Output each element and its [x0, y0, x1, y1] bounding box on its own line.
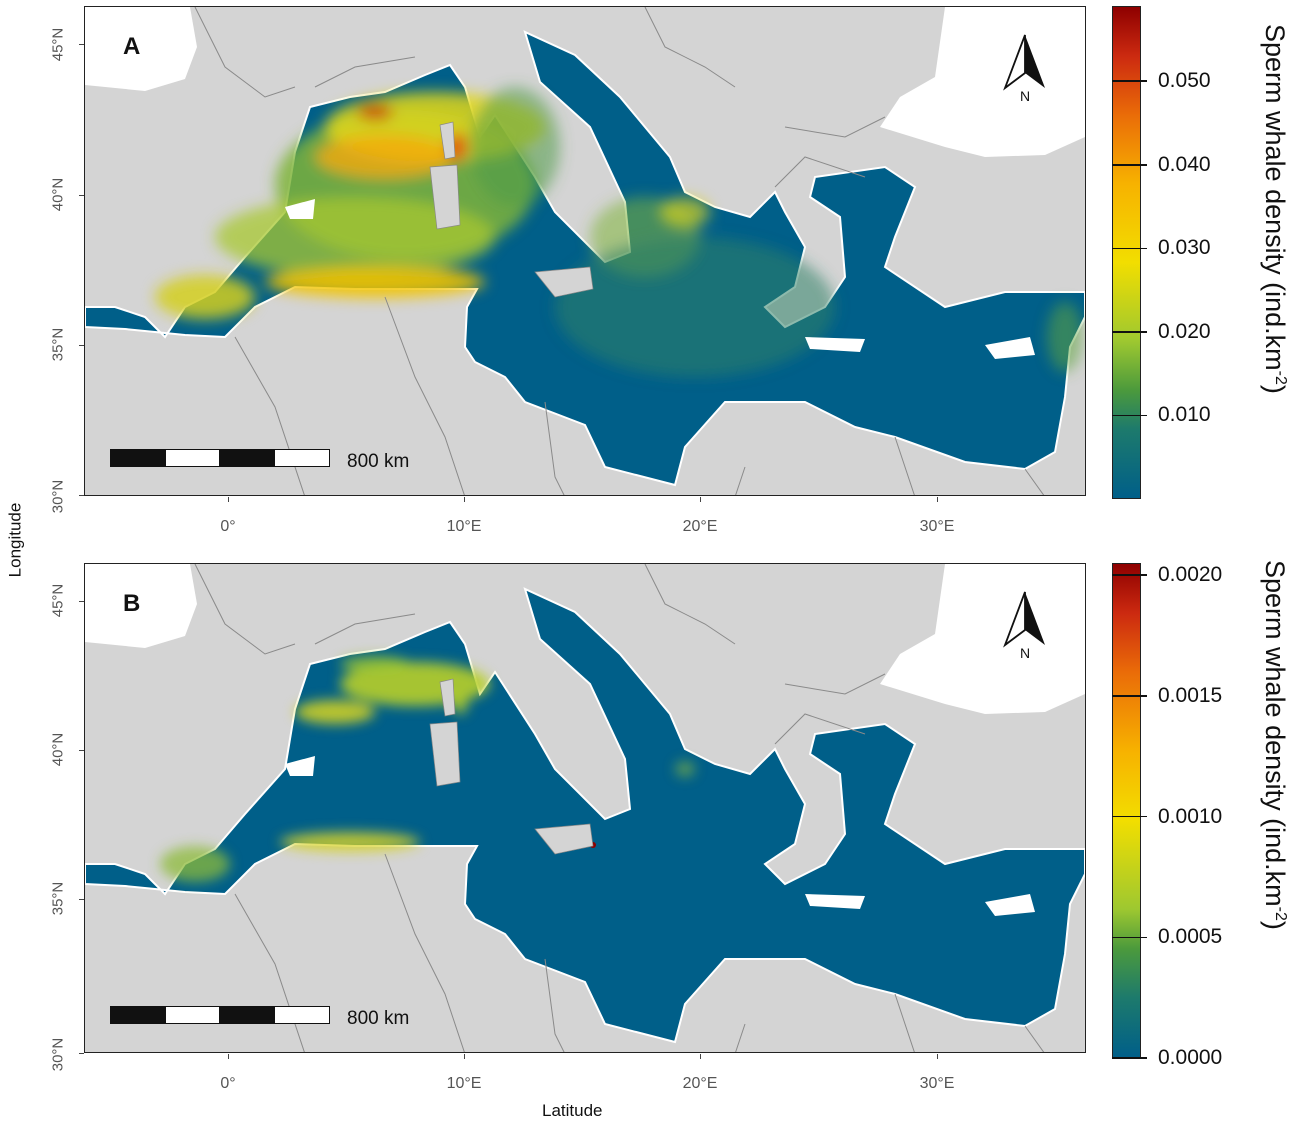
colorbar-tick	[1112, 936, 1141, 939]
density-hotspots	[155, 87, 1083, 377]
colorbar-tick-label: 0.0010	[1158, 804, 1223, 828]
island-cyprus	[985, 894, 1035, 916]
north-label: N	[1020, 645, 1030, 661]
y-tick-label: 40°N	[49, 732, 67, 767]
y-tick-label: 30°N	[49, 479, 67, 514]
colorbar-tick-label: 0.010	[1158, 403, 1211, 427]
colorbar-tick-outer	[1141, 1057, 1147, 1059]
island-sicily	[534, 266, 594, 298]
island-balearics	[285, 199, 315, 219]
colorbar-tick-outer	[1141, 936, 1147, 939]
colorbar-b	[1112, 563, 1141, 1058]
colorbar-tick	[1112, 331, 1141, 333]
colorbar-tick	[1112, 574, 1141, 576]
y-tick-label: 40°N	[49, 177, 67, 212]
y-tick-label: 35°N	[49, 327, 67, 362]
scale-bar	[110, 449, 330, 469]
x-tick-label: 30°E	[919, 1075, 955, 1092]
colorbar-tick-outer	[1141, 574, 1147, 576]
north-arrow-icon: N	[1003, 34, 1045, 104]
x-tick-label: 0°	[220, 518, 236, 535]
colorbar-title-b: Sperm whale density (ind.km-2)	[1260, 560, 1290, 930]
colorbar-tick	[1112, 815, 1141, 818]
island-sicily	[534, 823, 594, 855]
colorbar-tick	[1112, 164, 1141, 166]
colorbar-tick	[1112, 247, 1141, 250]
y-tick-label: 30°N	[49, 1037, 67, 1072]
x-tick-label: 0°	[220, 1075, 236, 1092]
island-balearics	[285, 756, 315, 776]
colorbar-a	[1112, 6, 1141, 499]
country-borders	[194, 7, 1045, 495]
colorbar-tick	[1112, 80, 1141, 82]
y-tick-label: 45°N	[49, 27, 67, 62]
colorbar-tick-label: 0.040	[1158, 152, 1211, 176]
island-sardinia	[429, 164, 461, 230]
panel-letter: B	[123, 590, 141, 617]
map-panel-a: A N 800 km	[84, 6, 1086, 496]
x-tick-label: 20°E	[682, 1075, 718, 1092]
panel-letter: A	[123, 33, 141, 60]
outside-area-atlantic	[85, 564, 197, 648]
mediterranean-density-map-a	[85, 7, 1085, 495]
island-sardinia	[429, 721, 461, 787]
mediterranean-density-map-b	[85, 564, 1085, 1052]
colorbar-tick-label: 0.0015	[1158, 683, 1223, 707]
colorbar-tick-outer	[1141, 331, 1147, 333]
colorbar-tick-outer	[1141, 414, 1147, 417]
colorbar-tick	[1112, 414, 1141, 417]
island-corsica	[439, 678, 456, 717]
map-panel-b: B N 800 km	[84, 563, 1086, 1053]
colorbar-tick-outer	[1141, 695, 1147, 697]
x-axis-title: Latitude	[542, 1101, 603, 1120]
colorbar-tick-outer	[1141, 247, 1147, 250]
island-crete	[805, 337, 865, 352]
y-tick-label: 45°N	[49, 583, 67, 618]
scale-label: 800 km	[347, 1008, 410, 1029]
x-tick-label: 20°E	[682, 518, 718, 535]
outside-area-atlantic	[85, 7, 197, 91]
colorbar-tick-outer	[1141, 164, 1147, 166]
outside-area-black-sea	[880, 564, 1085, 714]
colorbar-tick	[1112, 1057, 1141, 1059]
colorbar-tick-label: 0.020	[1158, 319, 1211, 343]
scale-label: 800 km	[347, 451, 410, 472]
island-crete	[805, 894, 865, 909]
x-tick-label: 10°E	[446, 1075, 482, 1092]
colorbar-tick-label: 0.0000	[1158, 1046, 1223, 1069]
island-corsica	[439, 121, 456, 160]
x-tick-label: 30°E	[919, 518, 955, 535]
y-tick-label: 35°N	[49, 881, 67, 916]
colorbar-tick-label: 0.0005	[1158, 925, 1223, 949]
colorbar-title-a: Sperm whale density (ind.km-2)	[1260, 24, 1290, 394]
colorbar-tick	[1112, 695, 1141, 697]
north-arrow-icon: N	[1003, 591, 1045, 661]
colorbar-tick-label: 0.0020	[1158, 563, 1223, 587]
outside-area-black-sea	[880, 7, 1085, 157]
country-borders	[194, 564, 1045, 1052]
x-tick-label: 10°E	[446, 518, 482, 535]
colorbar-tick-outer	[1141, 815, 1147, 818]
island-cyprus	[985, 337, 1035, 359]
y-axis-title: Longitude	[5, 502, 25, 578]
scale-bar	[110, 1006, 330, 1026]
colorbar-tick-label: 0.050	[1158, 69, 1211, 93]
north-label: N	[1020, 88, 1030, 104]
colorbar-tick-outer	[1141, 80, 1147, 82]
density-hotspots	[160, 656, 695, 882]
colorbar-tick-label: 0.030	[1158, 236, 1211, 260]
